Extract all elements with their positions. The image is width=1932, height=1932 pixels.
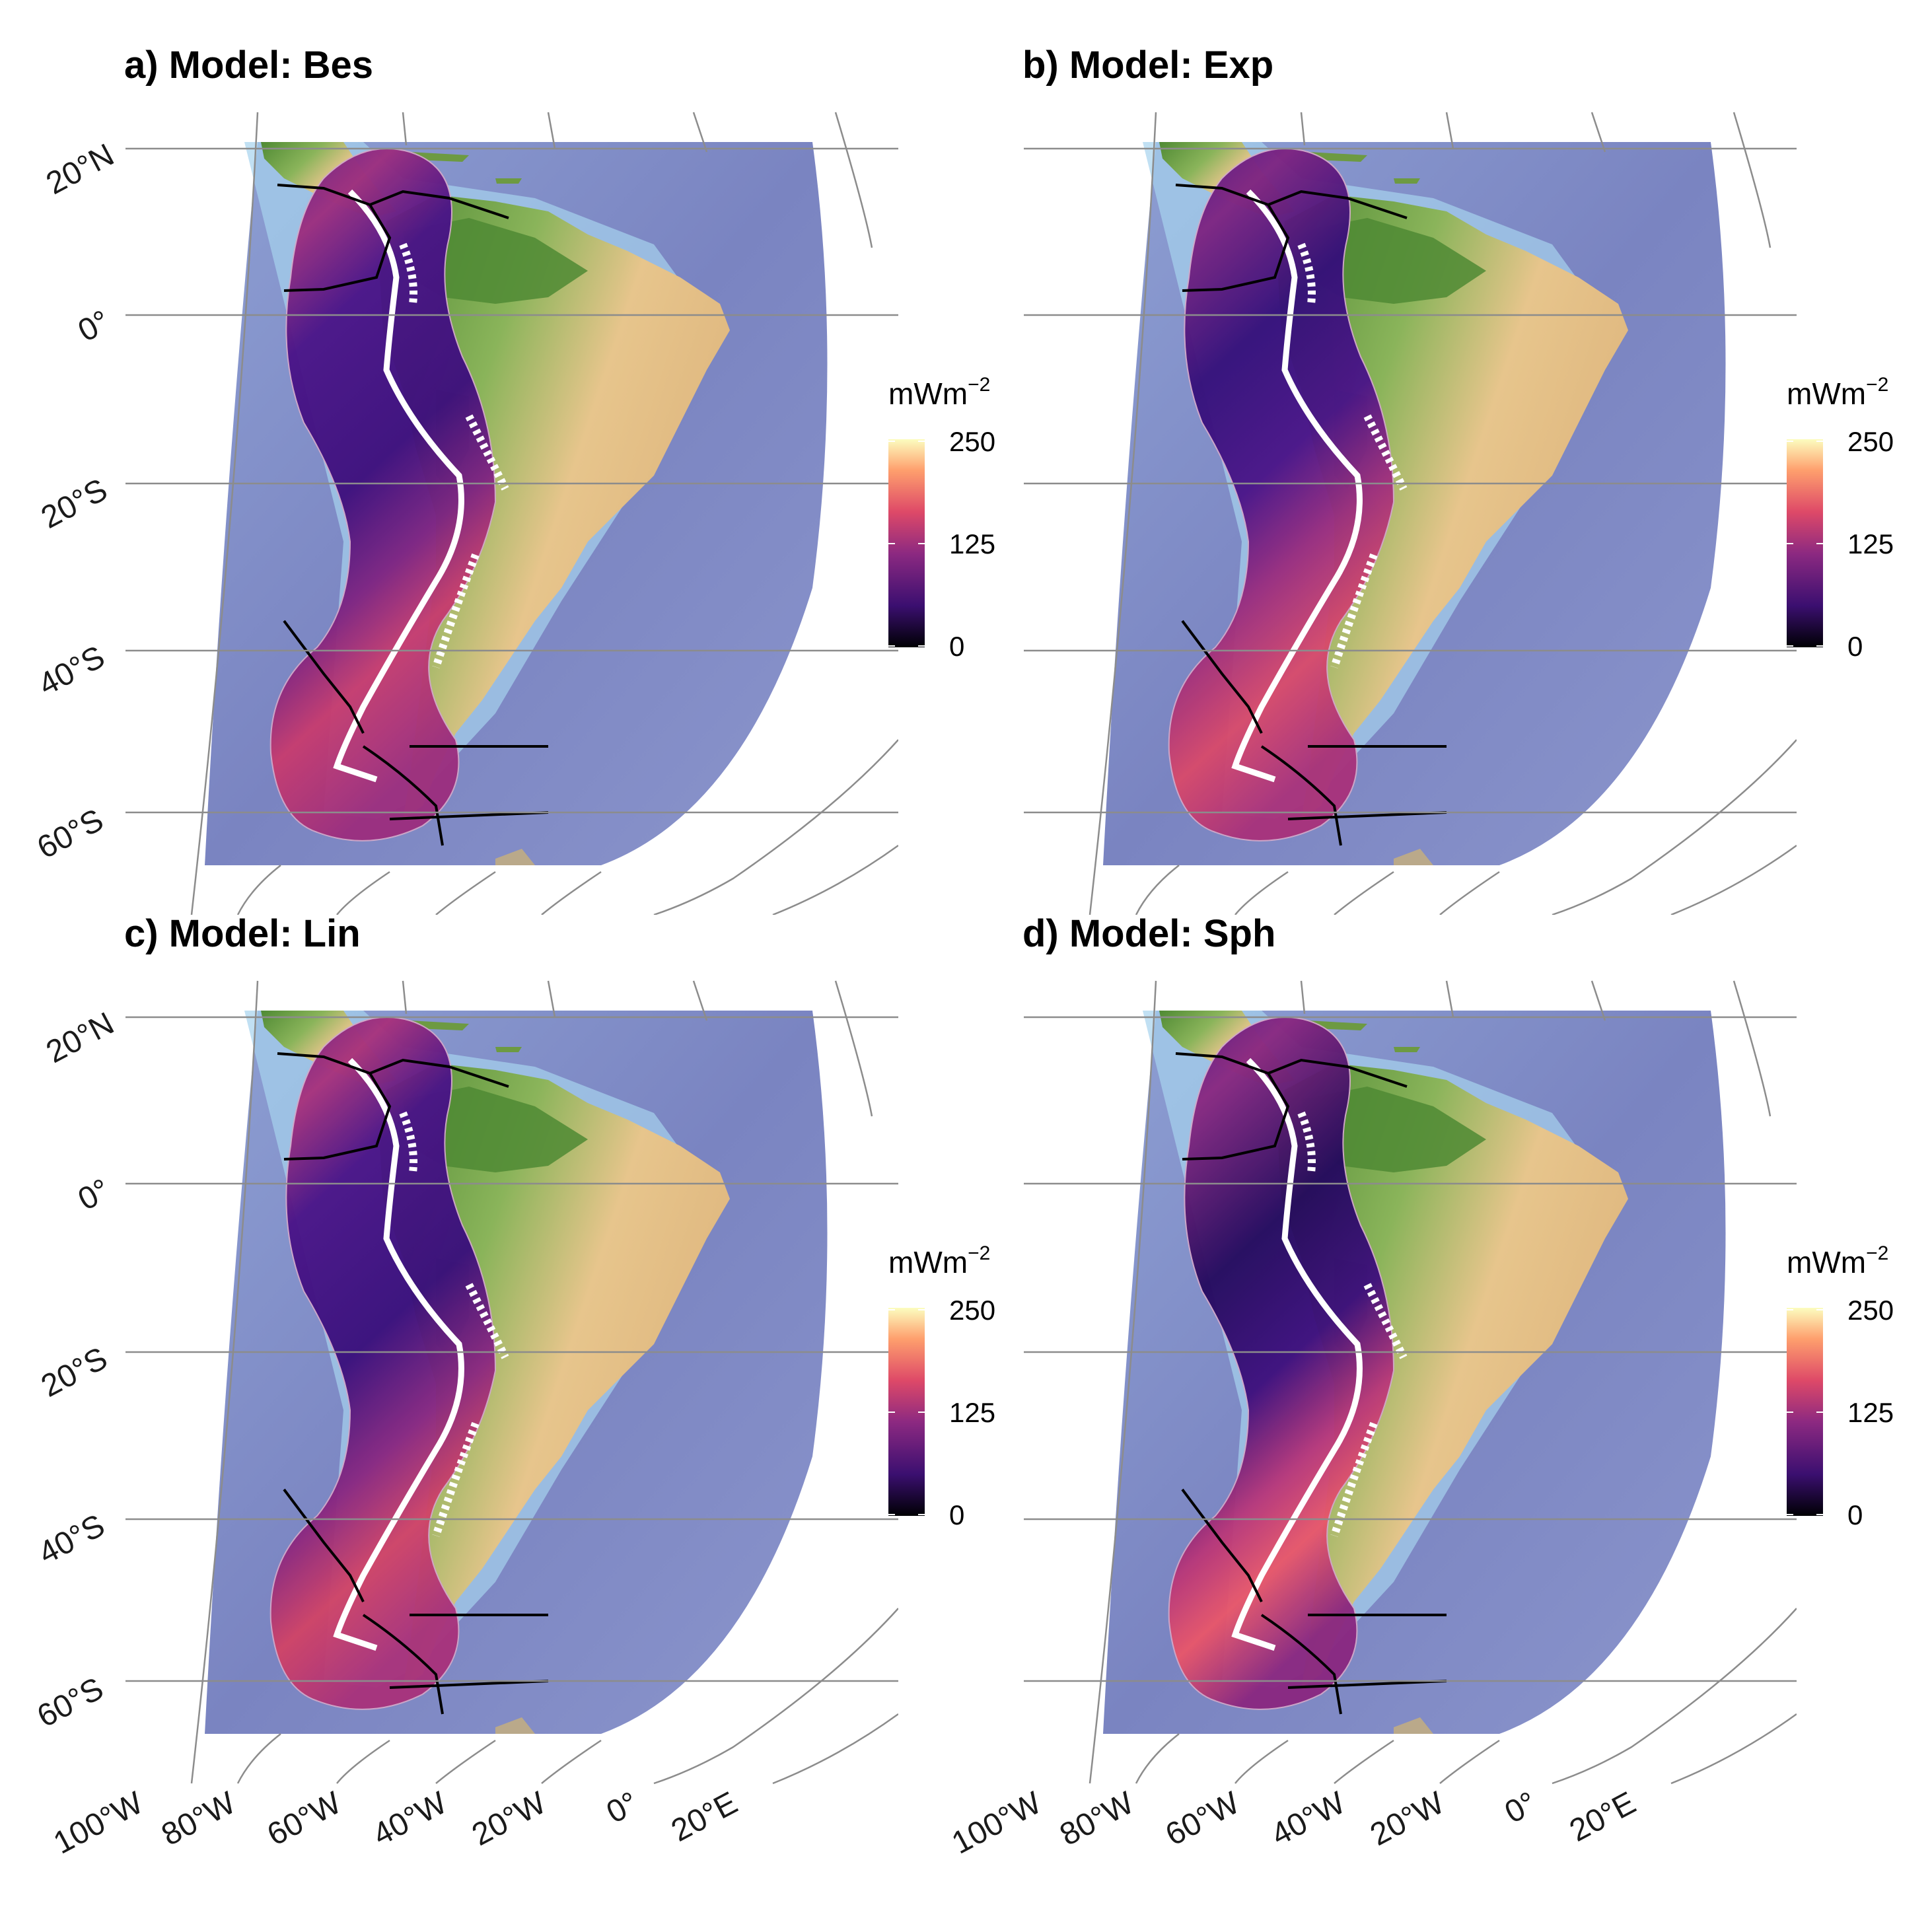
- legend-tick: 125: [949, 1397, 995, 1428]
- map-panel-b: [1022, 111, 1798, 916]
- subduction-trace: [1231, 1057, 1363, 1651]
- legend-tick: 0: [949, 1499, 964, 1530]
- legend-tick: 250: [949, 426, 995, 457]
- lon-label: 20°W: [1365, 1785, 1450, 1853]
- panel-title-a: a) Model: Bes: [124, 44, 373, 87]
- lon-label: 20°E: [666, 1785, 743, 1849]
- legend-unit: mWm: [1787, 1245, 1866, 1279]
- legend-a: mWm−2 250 125 0: [888, 374, 995, 662]
- lat-label: 20°S: [36, 1341, 113, 1404]
- map-panel-d: [1022, 980, 1798, 1785]
- svg-text:mWm−2: mWm−2: [888, 1242, 990, 1279]
- lat-label: 60°S: [32, 803, 109, 866]
- map-panel-c: [124, 980, 900, 1785]
- subduction-trace: [1231, 189, 1363, 783]
- heatflow-band: [269, 148, 497, 841]
- lat-label: 0°: [73, 1172, 116, 1217]
- lon-label: 0°: [601, 1785, 644, 1830]
- longitude-axis-left: 100°W 80°W 60°W 40°W 20°W 0° 20°E: [48, 1785, 744, 1861]
- heatflow-band: [1168, 1017, 1395, 1710]
- legend-unit-exponent: −2: [1866, 1242, 1888, 1264]
- heatflow-band: [269, 1017, 497, 1710]
- legend-tick: 250: [1847, 426, 1894, 457]
- lon-label: 40°W: [1266, 1785, 1351, 1853]
- lat-label: 40°S: [33, 1508, 110, 1571]
- volcanic-arc: [1297, 1111, 1408, 1537]
- lat-label: 20°S: [36, 472, 113, 536]
- legend-unit-exponent: −2: [1866, 374, 1888, 396]
- lat-label: 20°N: [41, 137, 120, 201]
- lon-label: 20°W: [466, 1785, 552, 1853]
- subduction-trace: [333, 1057, 464, 1651]
- legend-unit: mWm: [888, 1245, 968, 1279]
- panel-title-c: c) Model: Lin: [124, 912, 361, 955]
- legend-unit: mWm: [888, 376, 968, 411]
- latitude-axis-top: 20°N 0° 20°S 40°S 60°S: [32, 137, 120, 866]
- map-panel-a: [124, 111, 900, 916]
- lon-label: 80°W: [156, 1785, 242, 1853]
- panel-title-b: b) Model: Exp: [1022, 44, 1273, 87]
- legend-tick: 0: [1847, 631, 1863, 662]
- legend-b: mWm−2 250 125 0: [1787, 374, 1894, 662]
- lon-label: 60°W: [262, 1785, 347, 1853]
- lon-label: 80°W: [1054, 1785, 1140, 1853]
- plate-boundary: [277, 184, 549, 846]
- legend-tick: 250: [949, 1295, 995, 1326]
- lat-label: 0°: [73, 304, 116, 349]
- legend-c: mWm−2 250 125 0: [888, 1242, 995, 1530]
- panel-title-d: d) Model: Sph: [1022, 912, 1275, 955]
- lat-label: 40°S: [33, 639, 110, 703]
- legend-tick: 250: [1847, 1295, 1894, 1326]
- subduction-trace: [333, 189, 464, 783]
- volcanic-arc: [1297, 242, 1408, 668]
- longitude-axis-right: 100°W 80°W 60°W 40°W 20°W 0° 20°E: [947, 1785, 1642, 1861]
- volcanic-arc: [399, 1111, 509, 1537]
- svg-text:mWm−2: mWm−2: [1787, 374, 1888, 411]
- lat-label: 20°N: [41, 1006, 120, 1070]
- lon-label: 0°: [1499, 1785, 1542, 1830]
- legend-unit-exponent: −2: [968, 374, 990, 396]
- latitude-axis-bottom: 20°N 0° 20°S 40°S 60°S: [32, 1006, 120, 1735]
- legend-d: mWm−2 250 125 0: [1787, 1242, 1894, 1530]
- plate-boundary: [1175, 184, 1447, 846]
- heatflow-band: [1168, 148, 1395, 841]
- legend-unit-exponent: −2: [968, 1242, 990, 1264]
- legend-unit: mWm: [1787, 376, 1866, 411]
- lon-label: 100°W: [48, 1785, 149, 1861]
- svg-text:mWm−2: mWm−2: [888, 374, 990, 411]
- lat-label: 60°S: [32, 1671, 109, 1735]
- legend-tick: 125: [1847, 1397, 1894, 1428]
- svg-text:mWm−2: mWm−2: [1787, 1242, 1888, 1279]
- lon-label: 40°W: [367, 1785, 453, 1853]
- legend-tick: 0: [949, 631, 964, 662]
- legend-tick: 125: [1847, 528, 1894, 559]
- legend-tick: 125: [949, 528, 995, 559]
- legend-tick: 0: [1847, 1499, 1863, 1530]
- volcanic-arc: [399, 242, 509, 668]
- lon-label: 20°E: [1564, 1785, 1641, 1849]
- lon-label: 60°W: [1160, 1785, 1246, 1853]
- plate-boundary: [277, 1052, 549, 1715]
- plate-boundary: [1175, 1052, 1447, 1715]
